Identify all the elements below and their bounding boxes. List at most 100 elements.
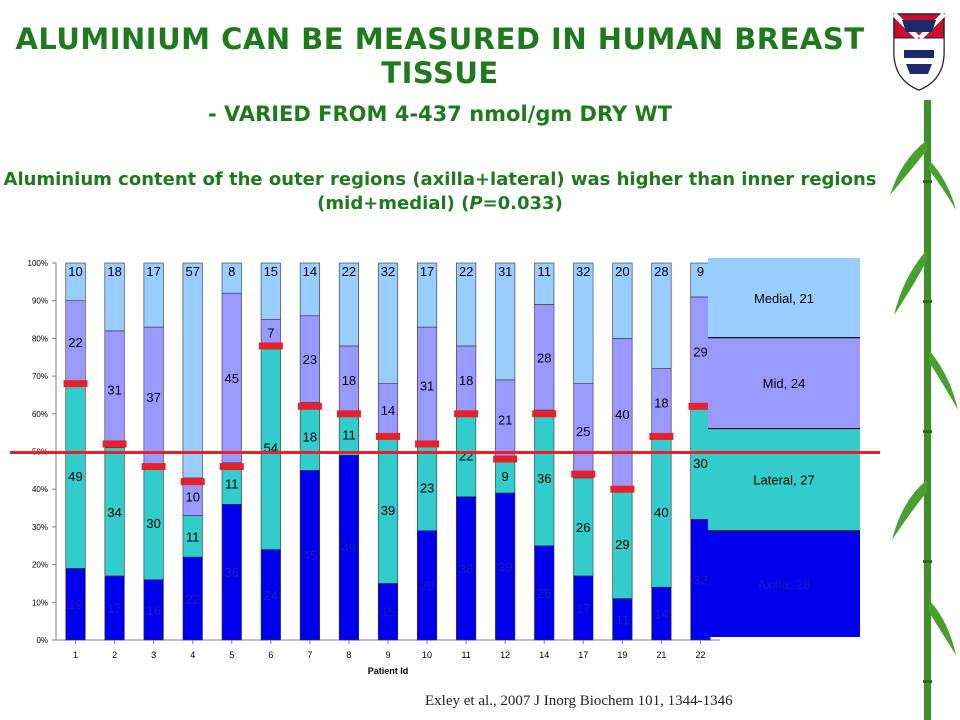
data-label: 23	[420, 480, 434, 495]
summary-label: Axilla, 28	[758, 577, 811, 592]
data-label: 18	[342, 373, 356, 388]
y-tick-label: 30%	[32, 523, 48, 532]
data-label: 29	[615, 537, 629, 552]
x-tick-label: 2	[112, 650, 117, 660]
data-label: 17	[107, 601, 121, 616]
data-label: 32	[381, 264, 395, 279]
citation: Exley et al., 2007 J Inorg Biochem 101, …	[425, 693, 733, 709]
data-label: 16	[146, 603, 160, 618]
data-label: 40	[615, 407, 629, 422]
data-label: 20	[615, 264, 629, 279]
bar-segment-medial	[534, 262, 555, 305]
data-label: 21	[498, 412, 512, 427]
y-tick-label: 20%	[32, 561, 48, 570]
data-label: 15	[264, 264, 278, 279]
data-label: 15	[381, 605, 395, 620]
finding-text: Aluminium content of the outer regions (…	[0, 168, 880, 216]
x-tick-label: 10	[422, 650, 432, 660]
data-label: 25	[576, 424, 590, 439]
data-label: 18	[654, 395, 668, 410]
x-tick-label: 3	[151, 650, 156, 660]
data-label: 45	[303, 548, 317, 563]
x-tick-label: 12	[500, 650, 510, 660]
bar-segment-medial	[651, 262, 672, 369]
data-label: 11	[225, 477, 239, 492]
bar-segment-medial	[65, 262, 86, 302]
data-label: 49	[68, 469, 82, 484]
data-label: 31	[420, 379, 434, 394]
data-label: 11	[616, 612, 630, 627]
y-tick-label: 60%	[32, 410, 48, 419]
x-tick-label: 7	[307, 650, 312, 660]
data-label: 32	[693, 573, 707, 588]
university-crest-icon	[892, 12, 946, 91]
outer-region-marker	[63, 380, 88, 388]
data-label: 18	[303, 429, 317, 444]
outer-region-marker	[454, 410, 479, 418]
x-tick-label: 14	[539, 650, 549, 660]
data-label: 24	[264, 588, 278, 603]
bar-segment-medial	[377, 262, 399, 384]
data-label: 9	[502, 469, 509, 484]
outer-region-marker	[415, 440, 440, 448]
data-label: 22	[68, 335, 82, 350]
bar-segment-medial	[573, 262, 594, 384]
data-label: 11	[342, 428, 356, 443]
data-label: 22	[459, 448, 473, 463]
outer-region-marker	[258, 342, 283, 350]
data-label: 7	[267, 326, 274, 341]
bar-segment-medial	[143, 262, 164, 328]
data-label: 8	[228, 264, 235, 279]
x-tick-label: 22	[695, 650, 705, 660]
data-label: 19	[68, 597, 82, 612]
data-label: 11	[186, 529, 200, 544]
data-label: 28	[537, 350, 551, 365]
y-tick-label: 70%	[32, 372, 48, 381]
data-label: 17	[420, 264, 434, 279]
data-label: 22	[342, 264, 356, 279]
bar-segment-medial	[612, 262, 633, 339]
outer-region-marker	[141, 463, 166, 471]
outer-region-marker	[610, 485, 635, 493]
x-tick-label: 5	[229, 650, 234, 660]
outer-region-marker	[102, 440, 127, 448]
x-tick-label: 21	[656, 650, 666, 660]
bar-segment-medial	[182, 262, 203, 479]
summary-label: Mid, 24	[763, 376, 806, 391]
data-label: 17	[576, 601, 590, 616]
data-label: 23	[303, 352, 317, 367]
page-title: ALUMINIUM CAN BE MEASURED IN HUMAN BREAS…	[15, 22, 865, 90]
data-label: 11	[537, 264, 551, 279]
data-label: 29	[420, 578, 434, 593]
bar-segment-medial	[338, 262, 360, 347]
data-label: 14	[654, 607, 668, 622]
summary-segment	[708, 428, 860, 531]
x-axis-label: Patient Id	[368, 666, 409, 676]
x-tick-label: 17	[578, 650, 588, 660]
outer-region-marker	[532, 410, 557, 418]
bar-segment-medial	[456, 262, 477, 347]
summary-segment	[708, 337, 860, 429]
data-label: 32	[576, 264, 590, 279]
x-tick-label: 1	[73, 650, 78, 660]
finding-text-post: =0.033)	[482, 193, 563, 214]
summary-label: Lateral, 27	[753, 473, 814, 488]
data-label: 25	[537, 586, 551, 601]
x-tick-label: 19	[617, 650, 627, 660]
data-label: 38	[459, 561, 473, 576]
y-tick-label: 80%	[32, 334, 48, 343]
x-tick-label: 6	[268, 650, 273, 660]
data-label: 39	[498, 559, 512, 574]
summary-label: Medial, 21	[754, 291, 814, 306]
data-label: 14	[303, 264, 317, 279]
data-label: 57	[185, 264, 199, 279]
x-tick-label: 4	[190, 650, 195, 660]
page-subtitle: - VARIED FROM 4-437 nmol/gm DRY WT	[207, 102, 673, 126]
outer-region-marker	[297, 402, 322, 410]
finding-text-pre: Aluminium content of the outer regions (…	[3, 169, 877, 214]
data-label: 28	[654, 264, 668, 279]
data-label: 10	[68, 264, 82, 279]
data-label: 34	[107, 505, 121, 520]
outer-region-marker	[649, 432, 674, 440]
data-label: 31	[107, 382, 121, 397]
